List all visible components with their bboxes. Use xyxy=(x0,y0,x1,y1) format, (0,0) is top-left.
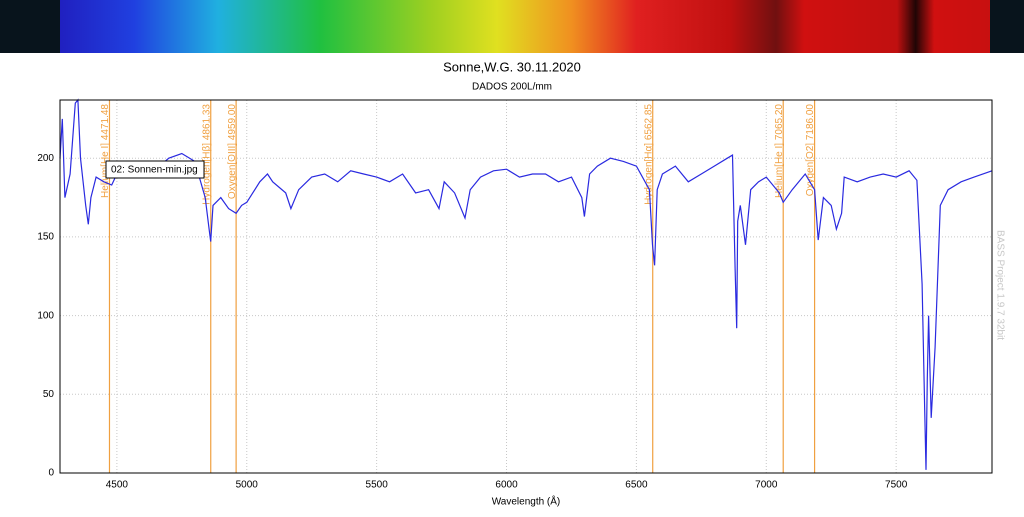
x-tick-label: 6500 xyxy=(625,480,648,491)
x-axis-label: Wavelength (Å) xyxy=(492,495,561,508)
annotation-label: Hydrogen[Hα] 6562.85 xyxy=(643,104,654,205)
plot-area xyxy=(59,99,993,474)
plot-area xyxy=(59,99,993,474)
y-tick-label: 50 xyxy=(43,389,55,400)
y-tick-label: 0 xyxy=(48,468,54,479)
annotation-label: Oxygen[OIII] 4959.00 xyxy=(227,104,238,199)
annotation-label: Oxygen[O2] 7186.00 xyxy=(805,104,816,197)
x-tick-label: 5500 xyxy=(366,480,389,491)
spectrum-line xyxy=(59,98,993,470)
spectrum-strip xyxy=(60,0,990,53)
x-tick-label: 4500 xyxy=(106,480,129,491)
watermark: BASS Project 1.9.7 32bit xyxy=(994,230,1005,340)
y-tick-label: 200 xyxy=(37,153,54,164)
annotation-label: Helium[He I] 4471.48 xyxy=(100,104,111,198)
x-tick-label: 7500 xyxy=(885,480,908,491)
x-tick-label: 5000 xyxy=(236,480,259,491)
chart-title: Sonne,W.G. 30.11.2020 xyxy=(443,59,581,74)
legend-box xyxy=(105,160,205,179)
chart-subtitle: DADOS 200L/mm xyxy=(472,82,552,93)
annotation-label: Hydrogen[Hβ] 4861.33 xyxy=(201,104,212,205)
legend-entry: 02: Sonnen-min.jpg xyxy=(111,165,198,176)
annotation-label: Helium[He I] 7065.20 xyxy=(774,104,785,198)
x-tick-label: 7000 xyxy=(755,480,778,491)
y-tick-label: 100 xyxy=(37,310,54,321)
y-tick-label: 150 xyxy=(37,232,54,243)
x-tick-label: 6000 xyxy=(495,480,518,491)
